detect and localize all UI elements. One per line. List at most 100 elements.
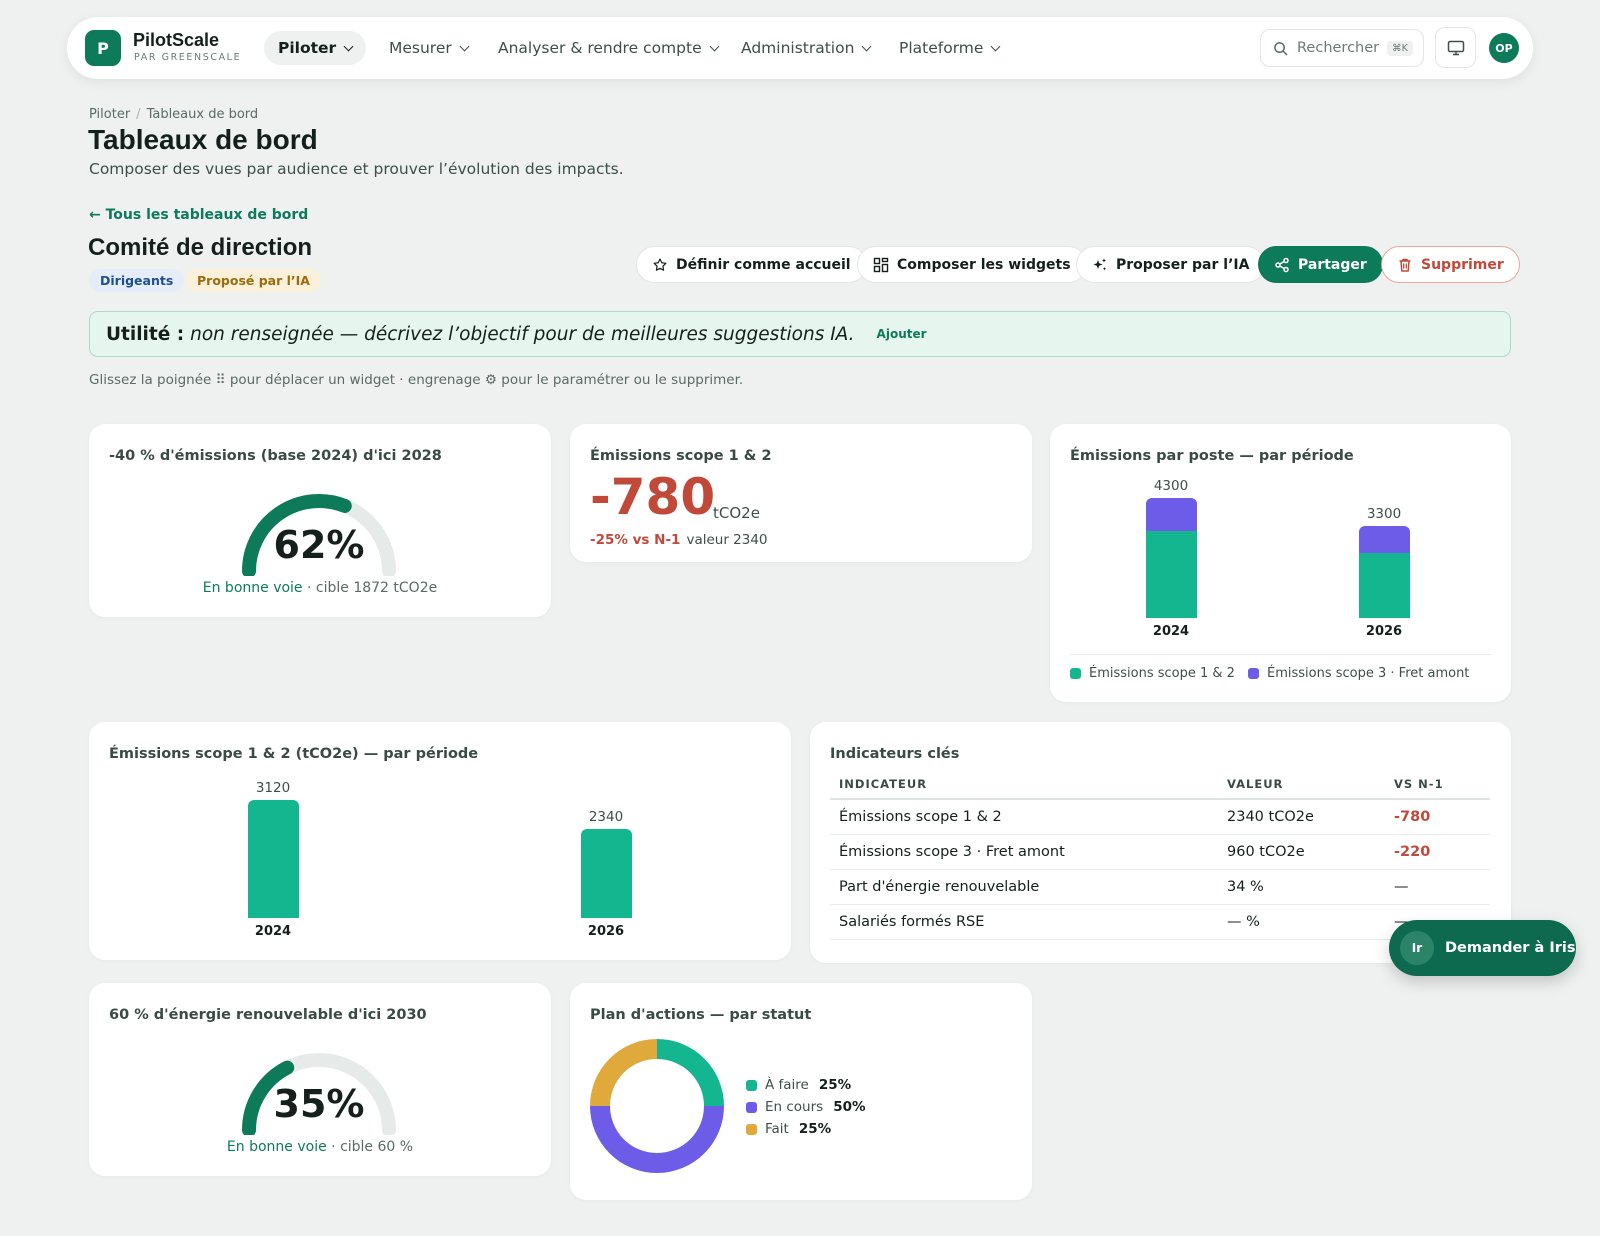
legend-item[interactable]: À faire 25%	[746, 1077, 851, 1093]
tick-label: 2024	[1152, 624, 1190, 639]
widget-key-indicators: Indicateurs clés INDICATEUR VALEUR VS N-…	[810, 722, 1511, 963]
nav-mesurer[interactable]: Mesurer	[375, 31, 482, 65]
column-header: INDICATEUR	[830, 770, 1218, 800]
app-name: PilotScale	[133, 30, 220, 50]
breadcrumb: Piloter / Tableaux de bord	[89, 107, 259, 122]
utility-banner: Utilité : non renseignée — décrivez l’ob…	[89, 311, 1511, 357]
search-button[interactable]: Rechercher ⌘K	[1260, 29, 1424, 67]
gauge-percentage: 62%	[273, 523, 365, 567]
widget-title: 60 % d'énergie renouvelable d'ici 2030	[109, 1007, 427, 1023]
search-icon	[1274, 41, 1288, 55]
table-row: Salariés formés RSE — % —	[830, 904, 1490, 940]
sparkles-icon	[1093, 258, 1107, 270]
table-row: Émissions scope 3 · Fret amont 960 tCO2e -…	[830, 834, 1490, 870]
chevron-down-icon	[459, 41, 470, 52]
user-avatar[interactable]: OP	[1489, 33, 1519, 63]
legend-swatch	[746, 1101, 757, 1113]
widget-title: Plan d'actions — par statut	[590, 1007, 812, 1023]
chevron-down-icon	[709, 41, 720, 52]
assistant-avatar: Ir	[1400, 931, 1434, 965]
presentation-mode-button[interactable]	[1435, 27, 1476, 68]
legend-swatch	[746, 1079, 757, 1091]
drag-hint: Glissez la poignée ⠿ pour déplacer un wi…	[89, 372, 744, 388]
legend-item[interactable]: Fait 25%	[746, 1121, 831, 1137]
back-link[interactable]: ← Tous les tableaux de bord	[89, 207, 309, 223]
kpi-delta: -25% vs N-1 valeur 2340	[590, 532, 768, 548]
data-label: 3300	[1366, 506, 1402, 522]
star-icon	[653, 257, 667, 271]
app-byline: PAR GREENSCALE	[134, 52, 242, 63]
share-button[interactable]: Partager	[1258, 246, 1383, 283]
breadcrumb-item[interactable]: Piloter	[89, 107, 131, 122]
bar[interactable]	[581, 829, 632, 918]
kpi-unit: tCO2e	[713, 504, 760, 522]
widget-title: Émissions par poste — par période	[1070, 448, 1354, 464]
donut-chart	[590, 1039, 724, 1173]
widget-action-plan: Plan d'actions — par statut À faire 25% E…	[570, 983, 1032, 1200]
legend-item[interactable]: En cours 50%	[746, 1099, 866, 1115]
data-label: 3120	[255, 780, 291, 796]
nav-analyser[interactable]: Analyser & rendre compte	[484, 31, 732, 65]
gauge-percentage: 35%	[273, 1082, 365, 1126]
donut-slice[interactable]	[657, 1039, 724, 1106]
legend-item[interactable]: Émissions scope 1 & 2	[1070, 666, 1235, 681]
divider	[1070, 654, 1491, 655]
chevron-down-icon	[861, 41, 872, 52]
widget-scope12-by-period: Émissions scope 1 & 2 (tCO2e) — par péri…	[89, 722, 791, 960]
ai-propose-button[interactable]: Proposer par l’IA	[1076, 246, 1266, 283]
donut-slice[interactable]	[590, 1039, 657, 1106]
bar-segment[interactable]	[1359, 553, 1410, 618]
data-label: 2340	[588, 809, 624, 825]
table-row: Part d'énergie renouvelable 34 % —	[830, 869, 1490, 905]
widget-title: Émissions scope 1 & 2	[590, 448, 772, 464]
app-logo[interactable]: P	[85, 30, 121, 66]
monitor-icon	[1447, 40, 1464, 55]
nav-administration[interactable]: Administration	[727, 31, 884, 65]
bar-segment[interactable]	[1359, 526, 1410, 553]
donut-slice[interactable]	[590, 1106, 724, 1173]
share-icon	[1275, 257, 1289, 272]
legend-item[interactable]: Émissions scope 3 · Fret amont	[1248, 666, 1469, 681]
target-text: · cible 1872 tCO2e	[302, 580, 438, 596]
column-header: VALEUR	[1218, 770, 1385, 800]
status-text: En bonne voie	[202, 580, 303, 596]
compose-widgets-button[interactable]: Composer les widgets	[857, 246, 1087, 283]
search-shortcut: ⌘K	[1387, 40, 1413, 56]
gauge-caption: En bonne voie · cible 1872 tCO2e	[89, 580, 551, 596]
delete-button[interactable]: Supprimer	[1381, 246, 1520, 283]
top-navigation: P PilotScale PAR GREENSCALE Piloter Mesu…	[67, 17, 1533, 79]
column-header: VS N-1	[1385, 770, 1490, 800]
add-utility-link[interactable]: Ajouter	[876, 327, 927, 341]
chevron-down-icon	[991, 41, 1001, 52]
widget-title: -40 % d'émissions (base 2024) d'ici 2028	[109, 448, 442, 464]
legend-swatch	[746, 1123, 757, 1135]
target-text: · cible 60 %	[326, 1139, 414, 1155]
widget-emissions-by-post: Émissions par poste — par période 4300 20…	[1050, 424, 1511, 702]
set-home-button[interactable]: Définir comme accueil	[636, 246, 867, 283]
chevron-down-icon	[343, 41, 354, 52]
tick-label: 2026	[587, 924, 625, 939]
grid-icon	[873, 257, 889, 272]
widget-goal-renewable: 60 % d'énergie renouvelable d'ici 2030 3…	[89, 983, 551, 1176]
gauge-caption: En bonne voie · cible 60 %	[89, 1139, 551, 1155]
data-label: 4300	[1153, 478, 1189, 494]
widget-title: Indicateurs clés	[830, 746, 960, 762]
utility-label: Utilité :	[106, 323, 185, 345]
bar-segment[interactable]	[1146, 498, 1197, 531]
bar[interactable]	[248, 800, 299, 918]
trash-icon	[1399, 258, 1411, 272]
indicators-table: INDICATEUR VALEUR VS N-1 Émissions scope…	[830, 770, 1490, 940]
status-text: En bonne voie	[226, 1139, 327, 1155]
dashboard-title: Comité de direction	[88, 234, 313, 261]
legend-swatch	[1248, 668, 1259, 679]
ask-iris-button[interactable]: Ir Demander à Iris	[1389, 920, 1576, 976]
table-row: Émissions scope 1 & 2 2340 tCO2e -780	[830, 799, 1490, 835]
kpi-value: -780	[590, 468, 716, 526]
nav-piloter[interactable]: Piloter	[264, 31, 367, 65]
page-subtitle: Composer des vues par audience et prouve…	[89, 160, 624, 178]
widget-goal-emissions: -40 % d'émissions (base 2024) d'ici 2028…	[89, 424, 551, 617]
legend-swatch	[1070, 668, 1081, 679]
audience-badge: Dirigeants	[89, 269, 185, 292]
nav-plateforme[interactable]: Plateforme	[885, 31, 1013, 65]
bar-segment[interactable]	[1146, 531, 1197, 618]
